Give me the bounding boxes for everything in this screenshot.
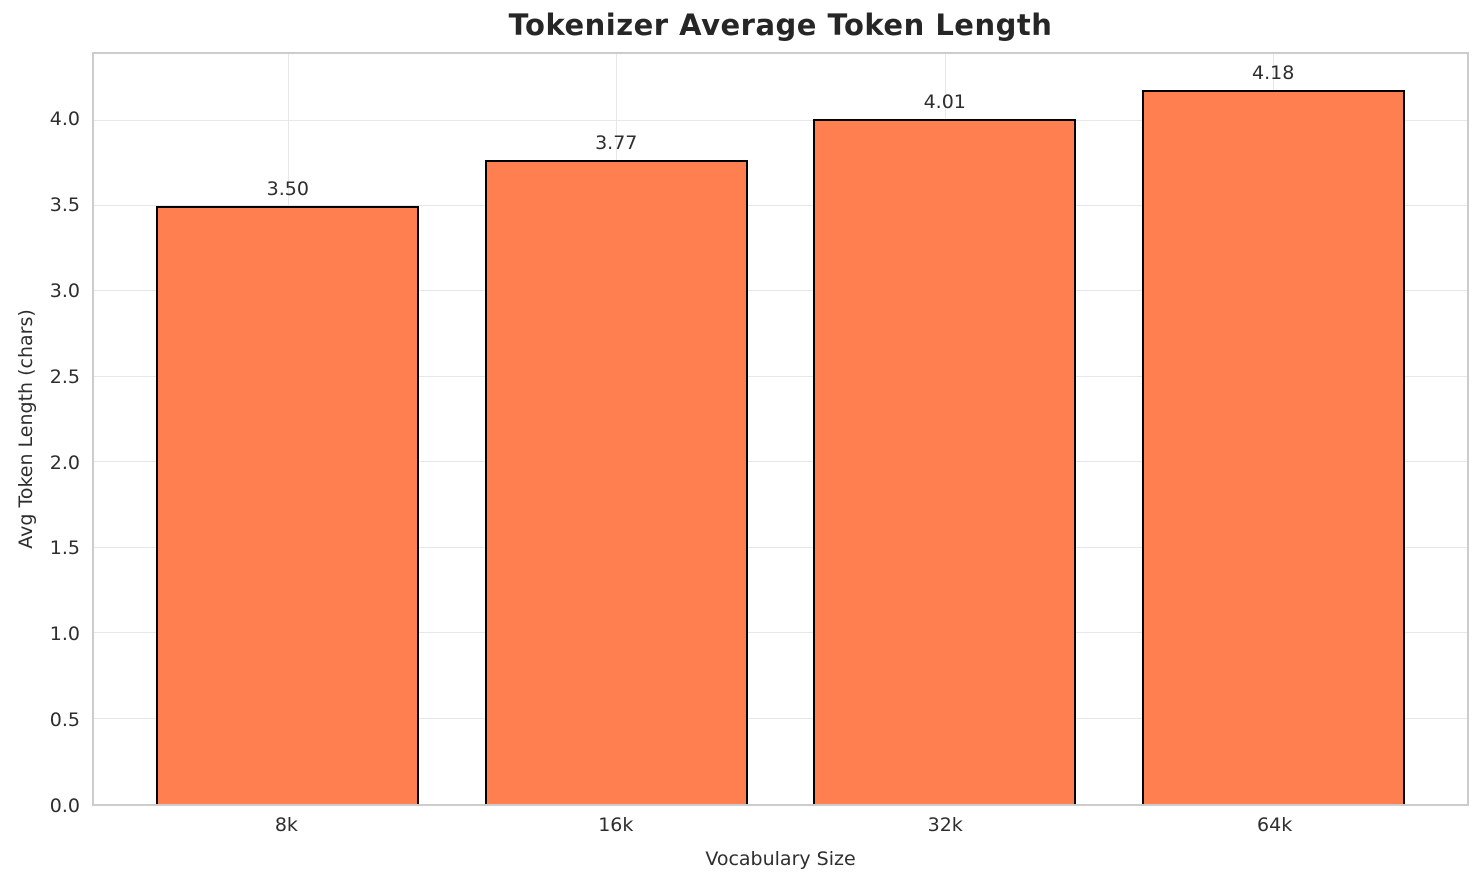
y-tick-label: 0.0 <box>49 795 80 817</box>
x-tick-label: 32k <box>927 814 963 836</box>
y-tick-label: 2.0 <box>49 451 80 474</box>
horizontal-gridline <box>94 205 1467 207</box>
chart-title: Tokenizer Average Token Length <box>508 8 1053 42</box>
bar-value-label: 3.77 <box>595 131 638 154</box>
bar-value-label: 4.18 <box>1252 61 1295 84</box>
horizontal-gridline <box>94 290 1467 292</box>
y-tick-label: 3.0 <box>49 279 80 302</box>
y-tick-label: 1.5 <box>49 537 80 560</box>
plot-area: 3.50 3.77 4.01 4.18 <box>92 52 1469 806</box>
bar-64k <box>1141 89 1405 804</box>
y-tick-label: 2.5 <box>49 365 80 388</box>
y-tick-label: 3.5 <box>49 193 80 216</box>
horizontal-gridline <box>94 632 1467 634</box>
x-tick-label: 16k <box>598 814 634 836</box>
y-tick-label: 4.0 <box>49 107 80 130</box>
horizontal-gridline <box>94 119 1467 121</box>
horizontal-gridline <box>94 461 1467 463</box>
horizontal-gridline <box>94 375 1467 377</box>
horizontal-gridline <box>94 546 1467 548</box>
y-tick-label: 0.5 <box>49 709 80 732</box>
x-tick-label: 64k <box>1257 814 1293 836</box>
bar-value-label: 3.50 <box>266 178 309 201</box>
y-tick-label: 1.0 <box>49 623 80 646</box>
x-tick-label: 8k <box>274 814 298 836</box>
y-axis-ticks: 0.0 0.5 1.0 1.5 2.0 2.5 3.0 3.5 4.0 <box>0 52 92 817</box>
horizontal-gridline <box>94 717 1467 719</box>
bar-value-label: 4.01 <box>923 90 966 113</box>
bar-16k <box>484 159 748 804</box>
x-axis-label: Vocabulary Size <box>705 848 856 870</box>
x-axis-ticks: 8k 16k 32k 64k <box>92 814 1469 842</box>
bar-8k <box>156 206 420 804</box>
bar-32k <box>813 118 1077 804</box>
